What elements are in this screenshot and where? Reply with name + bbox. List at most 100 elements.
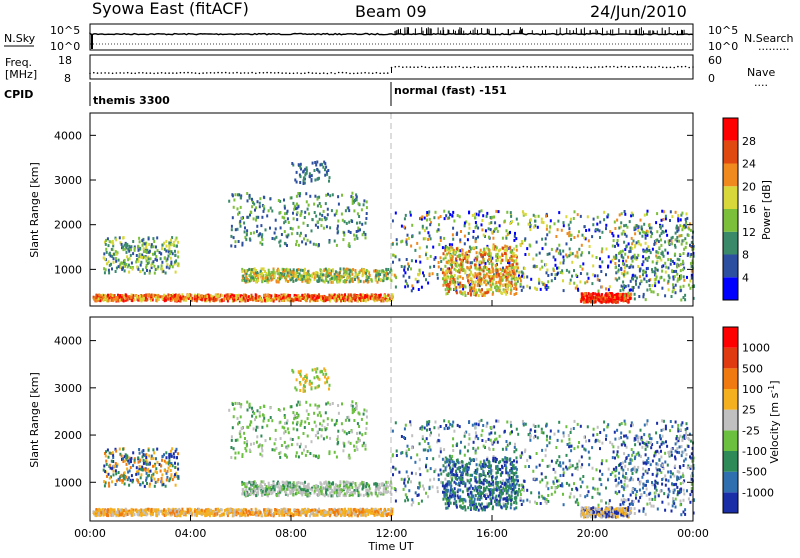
power-cell bbox=[483, 270, 485, 273]
power-cell bbox=[321, 276, 323, 279]
power-cell bbox=[609, 230, 611, 233]
freq-point bbox=[587, 67, 589, 69]
power-cell bbox=[636, 241, 638, 244]
power-cell bbox=[318, 293, 320, 296]
power-cell bbox=[465, 294, 467, 297]
power-cell bbox=[404, 217, 406, 220]
power-cell bbox=[246, 192, 248, 195]
power-cell bbox=[256, 230, 258, 233]
power-cell bbox=[652, 260, 654, 263]
power-cell bbox=[613, 256, 615, 259]
power-cell bbox=[319, 163, 321, 166]
power-cell bbox=[423, 274, 425, 277]
power-cell bbox=[159, 295, 161, 298]
power-cell bbox=[481, 228, 483, 231]
power-cell bbox=[506, 229, 508, 232]
freq-point bbox=[312, 72, 314, 74]
power-cell bbox=[411, 259, 413, 262]
nave-dots: .... bbox=[754, 76, 768, 89]
power-cell bbox=[361, 299, 363, 302]
power-cell bbox=[686, 212, 688, 215]
freq-point bbox=[361, 72, 363, 74]
power-cell bbox=[628, 284, 630, 287]
power-cell bbox=[608, 288, 610, 291]
freq-point bbox=[606, 66, 608, 68]
velocity-cell bbox=[243, 508, 245, 511]
power-cell bbox=[445, 288, 447, 291]
freq-point bbox=[406, 66, 408, 68]
power-cell bbox=[512, 259, 514, 262]
power-cell bbox=[639, 275, 641, 278]
freq-point bbox=[300, 73, 302, 75]
velocity-cell bbox=[362, 508, 364, 511]
power-cell bbox=[265, 276, 267, 279]
ytick-label: 1000 bbox=[54, 263, 82, 276]
power-cell bbox=[317, 198, 319, 201]
power-cell bbox=[103, 267, 105, 270]
power-colorbar-label: Power [dB] bbox=[760, 180, 773, 240]
freq-point bbox=[670, 67, 672, 69]
power-cell bbox=[452, 227, 454, 230]
power-cell bbox=[107, 237, 109, 240]
power-cell bbox=[125, 293, 127, 296]
power-cell bbox=[377, 281, 379, 284]
power-cell bbox=[516, 262, 518, 265]
power-cell bbox=[585, 229, 587, 232]
power-cell bbox=[543, 221, 545, 224]
power-cell bbox=[627, 292, 629, 295]
power-cell bbox=[595, 300, 597, 303]
freq-point bbox=[376, 72, 378, 74]
power-cell bbox=[515, 278, 517, 281]
power-cell bbox=[355, 273, 357, 276]
power-cell bbox=[622, 281, 624, 284]
power-cell bbox=[259, 205, 261, 208]
power-cell bbox=[583, 236, 585, 239]
power-cell bbox=[681, 243, 683, 246]
power-cell bbox=[635, 280, 637, 283]
power-cell bbox=[528, 223, 530, 226]
power-cell bbox=[477, 278, 479, 281]
power-cell bbox=[320, 297, 322, 300]
freq-point bbox=[572, 66, 574, 68]
power-cell bbox=[501, 269, 503, 272]
power-cell bbox=[251, 268, 253, 271]
freq-point bbox=[210, 72, 212, 74]
power-cell bbox=[561, 229, 563, 232]
freq-point bbox=[395, 66, 397, 68]
power-cell bbox=[490, 221, 492, 224]
power-cell bbox=[660, 239, 662, 242]
velocity-cell bbox=[172, 510, 174, 513]
power-cell bbox=[569, 252, 571, 255]
power-cell bbox=[599, 221, 601, 224]
power-cell bbox=[430, 237, 432, 240]
freq-point bbox=[421, 66, 423, 68]
velocity-cell bbox=[387, 508, 389, 511]
power-cell bbox=[247, 199, 249, 202]
power-cell bbox=[336, 277, 338, 280]
power-cell bbox=[339, 279, 341, 282]
power-cell bbox=[642, 295, 644, 298]
power-cell bbox=[472, 281, 474, 284]
power-cell bbox=[356, 222, 358, 225]
power-cell bbox=[308, 295, 310, 298]
power-cell bbox=[669, 219, 671, 222]
power-cell bbox=[124, 259, 126, 262]
power-cell bbox=[140, 298, 142, 301]
power-cell bbox=[468, 223, 470, 226]
power-cell bbox=[541, 238, 543, 241]
ytick-label: 3000 bbox=[54, 174, 82, 187]
power-cell bbox=[580, 272, 582, 275]
freq-point bbox=[440, 66, 442, 68]
power-cell bbox=[278, 241, 280, 244]
power-cell bbox=[648, 230, 650, 233]
colorbar-tick-label: 4 bbox=[742, 271, 749, 284]
power-cell bbox=[293, 208, 295, 211]
power-cell bbox=[243, 294, 245, 297]
power-cell bbox=[663, 231, 665, 234]
power-cell bbox=[354, 278, 356, 281]
power-cell bbox=[517, 266, 519, 269]
power-cell bbox=[358, 271, 360, 274]
power-cell bbox=[622, 288, 624, 291]
power-cell bbox=[331, 209, 333, 212]
